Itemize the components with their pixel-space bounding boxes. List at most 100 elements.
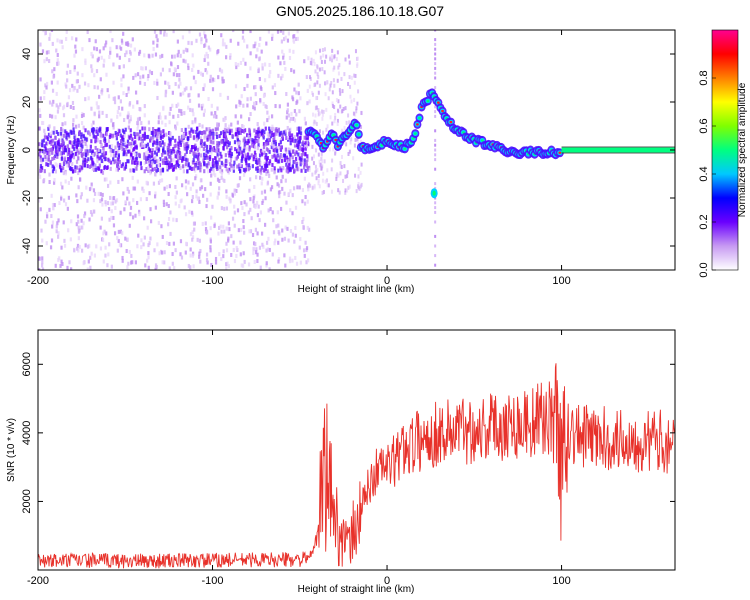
spectrogram-cell <box>307 56 310 61</box>
spectrogram-cell <box>89 265 92 270</box>
spectrogram-cell <box>201 131 204 136</box>
spectrogram-cell <box>49 159 52 164</box>
spectrogram-ridge-core <box>426 99 430 103</box>
spectrogram-cell <box>65 131 68 136</box>
spectrogram-cell <box>223 130 227 135</box>
spectrogram-cell <box>108 144 111 149</box>
spectrogram-cell <box>354 173 357 178</box>
spectrogram-cell <box>272 218 275 223</box>
spectrogram-cell <box>103 154 106 159</box>
spectrogram-cell <box>265 263 268 268</box>
spectrogram-cell <box>52 99 55 104</box>
spectrogram-y-tick-label: -40 <box>21 238 33 254</box>
spectrogram-cell <box>140 66 143 71</box>
spectrogram-cell <box>49 131 52 136</box>
spectrogram-cell <box>319 111 322 116</box>
spectrogram-cell <box>283 191 286 196</box>
spectrogram-cell <box>247 139 250 144</box>
spectrogram-cell <box>270 130 273 135</box>
spectrogram-cell <box>360 124 363 129</box>
spectrogram-cell <box>126 186 129 191</box>
spectrogram-cell <box>161 260 164 265</box>
spectrogram-cell <box>153 150 157 155</box>
spectrogram-cell <box>184 153 187 158</box>
spectrogram-cell <box>253 140 256 145</box>
spectrogram-cell <box>260 181 263 186</box>
spectrogram-cell <box>98 114 101 119</box>
spectrogram-cell <box>184 212 188 217</box>
spectrogram-cell <box>296 167 299 172</box>
spectrogram-cell <box>209 144 212 149</box>
spectrogram-cell <box>304 146 307 151</box>
spectrogram-cell <box>64 171 68 176</box>
spectrogram-cell <box>224 141 227 146</box>
spectrogram-cell <box>207 169 210 174</box>
spectrogram-cell <box>95 69 99 74</box>
spectrogram-cell <box>236 120 239 125</box>
spectrogram-cell <box>267 208 270 213</box>
spectrogram-cell <box>306 101 309 106</box>
spectrogram-cell <box>112 62 115 67</box>
spectrogram-cell <box>126 144 129 149</box>
spectrogram-cell <box>67 95 71 100</box>
spectrogram-cell <box>349 94 352 99</box>
spectrogram-cell <box>145 180 148 185</box>
spectrogram-cell <box>92 153 95 158</box>
spectrogram-cell <box>179 53 182 58</box>
spectrogram-cell <box>130 253 133 258</box>
spectrogram-cell <box>109 148 112 153</box>
spectrogram-cell <box>177 84 180 89</box>
spectrogram-cell <box>264 142 267 147</box>
spectrogram-cell <box>229 162 232 167</box>
spectrogram-cell <box>277 146 281 151</box>
spectrogram-cell <box>54 149 58 154</box>
spectrogram-cell <box>84 243 87 248</box>
spectrogram-cell <box>246 103 249 108</box>
spectrogram-cell <box>95 129 98 134</box>
spectrogram-cell <box>293 135 296 140</box>
spectrogram-cell <box>136 200 139 205</box>
spectrogram-cell <box>115 167 118 172</box>
spectrogram-cell <box>153 140 156 145</box>
spectrogram-cell <box>290 68 293 73</box>
spectrogram-cell <box>346 174 349 179</box>
spectrogram-cell <box>226 169 230 174</box>
spectrogram-cell <box>126 196 129 201</box>
spectrogram-cell <box>82 261 85 266</box>
spectrogram-cell <box>277 168 280 173</box>
spectrogram-cell <box>166 145 169 150</box>
spectrogram-cell <box>284 129 287 134</box>
spectrogram-cell <box>191 237 194 242</box>
spectrogram-cell <box>125 50 128 55</box>
spectrogram-cell <box>263 222 267 227</box>
spectrogram-cell <box>154 172 157 177</box>
spectrogram-cell <box>270 114 274 119</box>
spectrogram-cell <box>304 168 307 173</box>
spectrogram-cell <box>238 176 242 181</box>
spectrogram-cell <box>96 150 99 155</box>
spectrogram-cell <box>181 183 184 188</box>
spectrogram-cell <box>131 159 134 164</box>
spectrogram-cell <box>161 53 164 58</box>
spectrogram-cell <box>211 161 214 166</box>
spectrogram-cell <box>110 148 113 153</box>
spectrogram-cell <box>357 166 360 171</box>
spectrogram-cell <box>88 217 91 222</box>
spectrogram-cell <box>171 261 174 266</box>
spectrogram-cell <box>326 168 329 173</box>
spectrogram-cell <box>212 146 216 151</box>
spectrogram-cell <box>98 110 101 115</box>
spectrogram-cell <box>201 72 204 77</box>
spectrogram-cell <box>90 155 93 160</box>
spectrogram-cell <box>355 189 358 194</box>
spectrogram-cell <box>277 127 281 132</box>
spectrogram-cell <box>434 86 437 90</box>
spectrogram-cell <box>168 266 171 270</box>
spectrogram-cell <box>282 30 285 35</box>
snr-y-axis-label: SNR (10 * v/v) <box>6 418 17 482</box>
spectrogram-cell <box>111 201 115 206</box>
spectrogram-cell <box>167 162 170 167</box>
spectrogram-cell <box>330 167 333 172</box>
spectrogram-cell <box>133 160 136 165</box>
spectrogram-cell <box>155 34 158 39</box>
